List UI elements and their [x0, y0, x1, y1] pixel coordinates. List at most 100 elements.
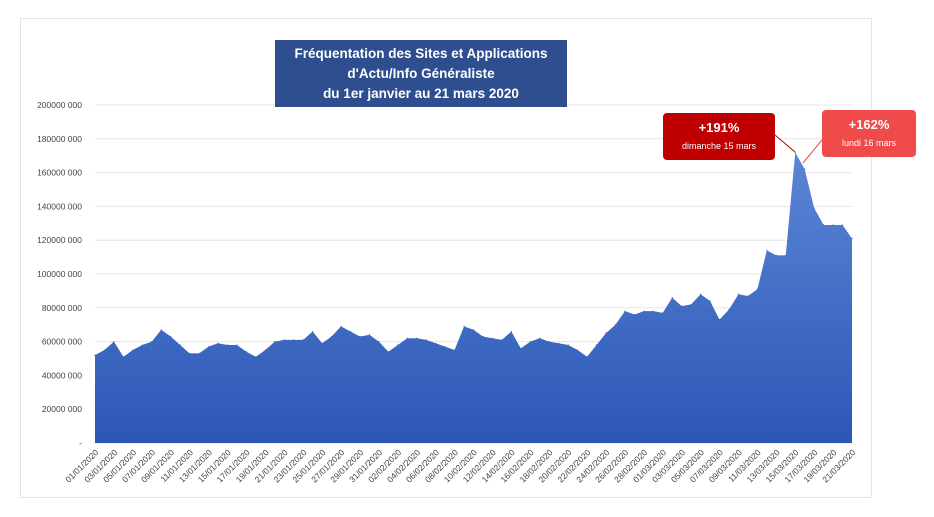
data-point [775, 254, 777, 257]
data-point [245, 351, 247, 353]
data-point [302, 339, 304, 341]
data-point [643, 310, 645, 312]
data-point [255, 356, 257, 358]
data-point [813, 207, 815, 209]
data-point [576, 349, 579, 351]
data-point [633, 313, 635, 316]
data-point [151, 341, 153, 343]
annotation-value: +162% [849, 117, 890, 132]
data-point [491, 337, 494, 339]
data-point [217, 342, 219, 344]
data-point [321, 342, 323, 344]
data-point [472, 329, 475, 331]
data-point [804, 168, 806, 170]
data-point [425, 339, 427, 341]
data-point [756, 288, 758, 290]
data-point [444, 346, 446, 348]
data-point [681, 305, 683, 307]
data-point [529, 341, 531, 343]
data-point [236, 344, 238, 346]
data-point [160, 329, 162, 331]
data-point [501, 339, 503, 341]
annotation-leader [802, 139, 823, 164]
y-tick-label: 20000 000 [42, 404, 82, 414]
data-point [141, 344, 143, 346]
data-point [349, 330, 352, 333]
area-fill [95, 152, 852, 443]
data-point [283, 339, 285, 341]
data-point [785, 254, 787, 257]
data-point [416, 337, 418, 339]
data-point [113, 341, 115, 343]
data-point [103, 349, 106, 351]
data-point [293, 339, 295, 341]
y-tick-label: 120000 000 [37, 235, 82, 245]
title-line: d'Actu/Info Généraliste [347, 66, 495, 81]
annotation-box [822, 110, 916, 157]
data-point [359, 335, 361, 338]
data-point [567, 344, 569, 346]
data-point [387, 351, 389, 353]
data-point [662, 312, 664, 314]
data-point [378, 341, 380, 343]
data-point [709, 300, 711, 302]
y-tick-label: 60000 000 [42, 337, 82, 347]
data-point [718, 319, 721, 321]
y-tick-label: 40000 000 [42, 370, 82, 380]
data-point [851, 237, 853, 240]
title-line: Fréquentation des Sites et Applications [294, 46, 547, 61]
y-axis: - 20000 000 40000 000 60000 000 80000 000 100… [37, 100, 82, 448]
y-tick-label: 180000 000 [37, 134, 82, 144]
data-point [330, 335, 333, 338]
data-point [766, 249, 768, 251]
data-point [482, 335, 484, 338]
annotation-value: +191% [699, 120, 740, 135]
data-point [312, 330, 314, 333]
data-point [226, 344, 229, 346]
data-point [671, 297, 673, 299]
data-point [406, 337, 408, 339]
data-point [463, 325, 465, 327]
y-tick-label: 100000 000 [37, 269, 82, 279]
data-point [624, 310, 626, 312]
data-point [520, 347, 522, 349]
data-point [558, 342, 560, 344]
annotation-date: lundi 16 mars [842, 138, 897, 148]
y-tick-label: 160000 000 [37, 168, 82, 178]
data-point [397, 344, 399, 346]
data-point [823, 224, 825, 226]
data-point [614, 324, 617, 326]
data-point [368, 334, 371, 336]
data-point [94, 354, 96, 356]
y-tick-label: 140000 000 [37, 201, 82, 211]
data-point [122, 356, 124, 358]
data-point [453, 349, 456, 351]
y-tick-label: 80000 000 [42, 303, 82, 313]
annotation-leader [774, 134, 796, 153]
annotation-date: dimanche 15 mars [682, 141, 757, 151]
data-point [586, 356, 588, 358]
data-point [728, 308, 730, 311]
data-point [548, 341, 550, 343]
y-tick-label: - [79, 438, 82, 448]
data-point [747, 295, 749, 297]
area-series [94, 151, 853, 443]
data-point [340, 325, 342, 327]
data-point [170, 335, 172, 338]
chart-frame [20, 18, 872, 498]
data-point [132, 349, 134, 351]
data-point [737, 293, 740, 295]
annotations: +191% dimanche 15 mars +162% lundi 16 mars [663, 110, 916, 164]
data-point [264, 349, 266, 351]
data-point [841, 224, 844, 226]
data-point [207, 346, 210, 348]
data-point [539, 337, 541, 339]
data-point [435, 342, 437, 344]
annotation-box [663, 113, 775, 160]
data-point [652, 310, 654, 312]
x-axis: 01/01/202003/01/202005/01/202007/01/2020… [63, 447, 857, 484]
data-point [595, 344, 598, 346]
data-point [700, 293, 702, 295]
